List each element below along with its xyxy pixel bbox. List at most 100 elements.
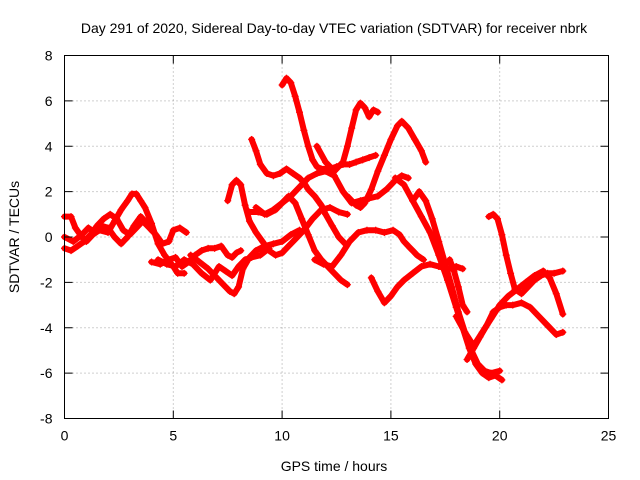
data-point (222, 267, 230, 275)
data-point (372, 226, 380, 234)
x-tick-label: 15 (383, 428, 399, 444)
data-point (287, 231, 295, 239)
data-point (278, 199, 286, 207)
data-point (174, 269, 182, 277)
data-point (330, 167, 338, 175)
data-point (531, 272, 539, 280)
data-point (559, 328, 567, 336)
data-point (552, 290, 560, 298)
data-point (269, 172, 277, 180)
data-point (404, 242, 412, 250)
data-point (148, 258, 156, 266)
data-point (365, 113, 373, 121)
data-point (343, 192, 351, 200)
data-point (380, 299, 388, 307)
data-point (400, 238, 408, 246)
data-point (311, 192, 319, 200)
data-point (132, 190, 140, 198)
data-point (241, 201, 249, 209)
data-point (137, 197, 145, 205)
data-point (343, 210, 351, 218)
data-point (356, 204, 364, 212)
data-series (278, 74, 380, 173)
data-point (228, 253, 236, 261)
data-series (343, 117, 430, 212)
series-trace (311, 227, 427, 270)
data-point (409, 247, 417, 255)
data-point (300, 126, 308, 134)
data-point (535, 312, 543, 320)
data-point (487, 315, 495, 323)
data-point (546, 274, 554, 282)
data-point (352, 201, 360, 209)
data-point (228, 181, 236, 189)
data-point (435, 238, 443, 246)
data-point (496, 367, 504, 375)
data-point (359, 156, 367, 164)
data-point (237, 247, 245, 255)
data-point (513, 285, 521, 293)
data-point (524, 283, 532, 291)
y-tick-label: -2 (40, 274, 53, 290)
data-point (117, 206, 125, 214)
data-point (380, 151, 388, 159)
data-point (478, 328, 486, 336)
data-point (228, 272, 236, 280)
x-axis-label: GPS time / hours (281, 458, 388, 474)
data-point (291, 199, 299, 207)
data-point (448, 283, 456, 291)
data-point (287, 79, 295, 87)
data-point (67, 247, 75, 255)
data-point (365, 154, 373, 162)
data-point (346, 160, 354, 168)
data-point (309, 156, 317, 164)
data-point (226, 287, 234, 295)
data-point (544, 321, 552, 329)
data-point (163, 260, 171, 268)
data-point (463, 356, 471, 364)
data-point (265, 247, 273, 255)
data-point (69, 238, 77, 246)
data-series (452, 267, 567, 350)
data-point (309, 215, 317, 223)
chart-title: Day 291 of 2020, Sidereal Day-to-day VTE… (81, 20, 588, 36)
data-point (387, 292, 395, 300)
data-point (417, 147, 425, 155)
data-point (454, 308, 462, 316)
data-point (348, 197, 356, 205)
data-point (559, 267, 567, 275)
data-point (296, 174, 304, 182)
data-point (326, 204, 334, 212)
data-point (311, 247, 319, 255)
data-series (409, 188, 504, 377)
data-series (463, 299, 567, 364)
data-point (374, 167, 382, 175)
data-point (291, 235, 299, 243)
x-tick-label: 20 (492, 428, 508, 444)
data-point (198, 247, 206, 255)
data-point (67, 213, 75, 221)
data-point (507, 269, 515, 277)
data-point (374, 108, 382, 116)
data-series (446, 256, 471, 316)
data-point (272, 206, 280, 214)
data-point (211, 244, 219, 252)
data-point (239, 265, 247, 273)
y-tick-label: 6 (45, 93, 53, 109)
data-point (263, 169, 271, 177)
data-point (450, 267, 458, 275)
data-point (148, 226, 156, 234)
data-point (137, 213, 145, 221)
data-point (522, 278, 530, 286)
data-point (78, 231, 86, 239)
data-point (470, 342, 478, 350)
y-tick-label: -6 (40, 365, 53, 381)
data-point (289, 169, 297, 177)
data-point (230, 290, 238, 298)
data-point (559, 310, 567, 318)
data-point (459, 265, 467, 273)
series-trace (313, 100, 381, 175)
data-point (422, 197, 430, 205)
y-axis-label: SDTVAR / TECUs (6, 181, 22, 293)
data-point (313, 142, 321, 150)
